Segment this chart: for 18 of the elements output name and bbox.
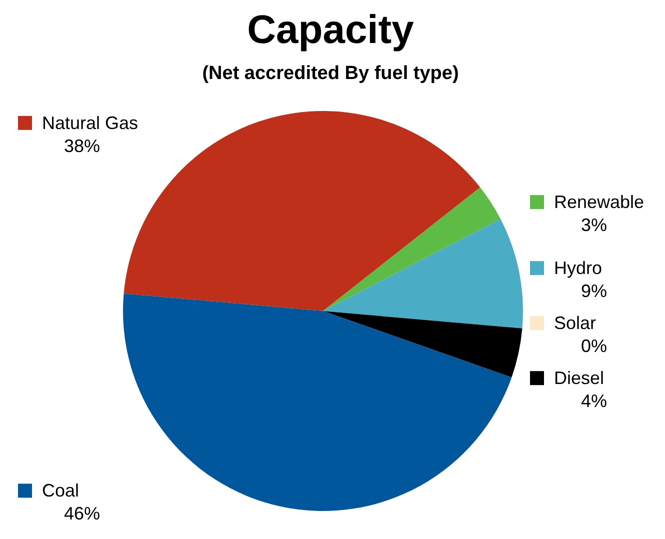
data-label: 38% — [64, 136, 100, 156]
legend-label: Renewable — [554, 192, 644, 212]
text: 0% — [580, 336, 608, 356]
pie-slice — [323, 187, 501, 311]
chart-title: Capacity — [246, 8, 415, 53]
legend-label: Hydro — [554, 258, 602, 278]
legend-label: Solar — [554, 313, 596, 334]
pie-slice — [123, 294, 512, 511]
pie-slice — [323, 218, 523, 328]
legend-label: Natural Gas — [42, 112, 138, 133]
legend-label: Coal — [42, 480, 80, 501]
data-label: 9% — [580, 281, 608, 302]
pie-slice — [323, 311, 522, 378]
data-label: 3% — [580, 215, 608, 236]
chart-subtitle: (Net accredited By fuel type) — [201, 63, 460, 85]
legend-label: Diesel — [554, 368, 604, 388]
data-label: 4% — [580, 391, 608, 412]
data-label: 46% — [64, 504, 100, 524]
